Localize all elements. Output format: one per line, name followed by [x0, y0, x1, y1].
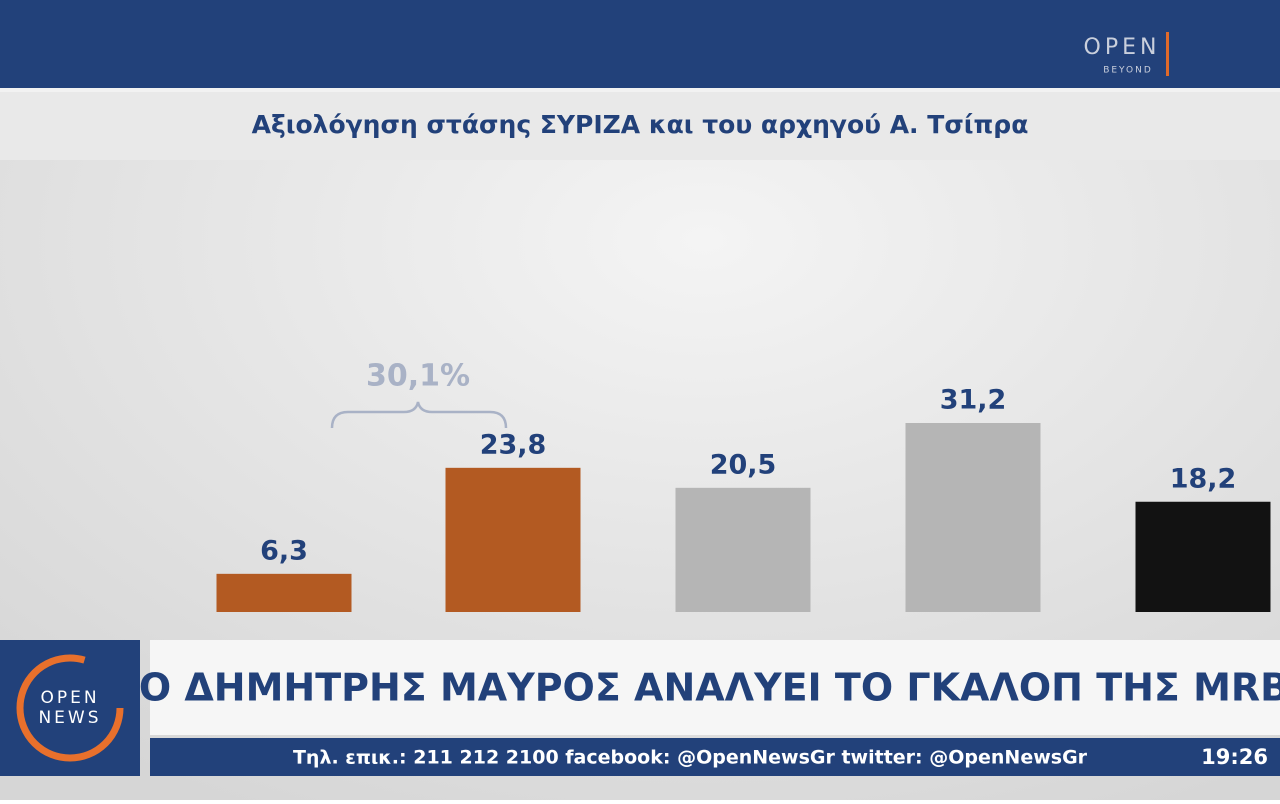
value-label: 6,3 — [260, 535, 308, 566]
news-logo-ring — [16, 654, 124, 762]
bracket — [330, 401, 508, 429]
logo-accent — [1166, 32, 1169, 76]
headline-box — [150, 640, 1280, 735]
bar — [905, 423, 1041, 612]
logo: OPEN — [1084, 35, 1161, 60]
bar — [675, 487, 811, 612]
clock: 19:26 — [1201, 745, 1268, 769]
title-band — [0, 92, 1280, 160]
news-logo-sub: NEWS — [38, 708, 101, 728]
value-label: 18,2 — [1170, 463, 1237, 494]
logo-sub: BEYOND — [1103, 66, 1153, 76]
top-band — [0, 0, 1280, 88]
top-stripe — [0, 88, 1280, 92]
bar — [445, 467, 581, 612]
bar — [216, 573, 352, 612]
annotation: 30,1% — [366, 359, 470, 394]
value-label: 31,2 — [940, 385, 1007, 416]
news-logo: OPEN — [40, 688, 99, 708]
chart-title: Αξιολόγηση στάσης ΣΥΡΙΖΑ και του αρχηγού… — [252, 110, 1029, 139]
value-label: 20,5 — [710, 449, 777, 480]
headline: Ο ΔΗΜΗΤΡΗΣ ΜΑΥΡΟΣ ΑΝΑΛΥΕΙ ΤΟ ΓΚΑΛΟΠ ΤΗΣ … — [139, 666, 1280, 710]
value-label: 23,8 — [480, 429, 547, 460]
info-strip — [150, 738, 1280, 776]
bars: 6,3 23,8 20,5 31,2 18,2 — [216, 385, 1271, 612]
bar — [1135, 501, 1271, 612]
contact: Τηλ. επικ.: 211 212 2100 facebook: @Open… — [293, 747, 1088, 769]
